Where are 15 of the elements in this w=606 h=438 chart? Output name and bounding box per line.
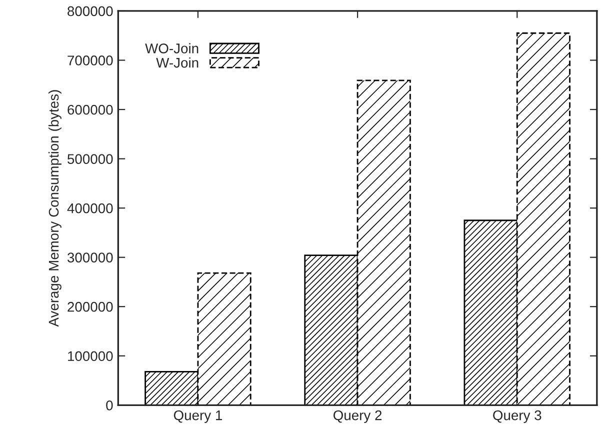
- x-tick-label: Query 1: [174, 410, 222, 423]
- y-tick-label: 300000: [67, 252, 113, 262]
- x-tick-label: Query 2: [333, 410, 382, 423]
- legend-label: WO-Join: [145, 43, 198, 54]
- legend-label: W-Join: [156, 57, 198, 68]
- y-tick-label: 800000: [68, 6, 113, 16]
- y-tick-label: 700000: [68, 56, 113, 66]
- y-tick-label: 500000: [68, 154, 113, 164]
- x-tick-label: Query 3: [493, 410, 542, 423]
- y-tick-label: 200000: [68, 302, 113, 312]
- y-tick-label: 100000: [68, 351, 113, 362]
- y-axis-title: Average Memory Consumption (bytes): [48, 90, 62, 327]
- y-tick-label: 0: [106, 400, 113, 410]
- y-tick-label: 400000: [67, 203, 113, 214]
- y-tick-label: 600000: [68, 104, 113, 115]
